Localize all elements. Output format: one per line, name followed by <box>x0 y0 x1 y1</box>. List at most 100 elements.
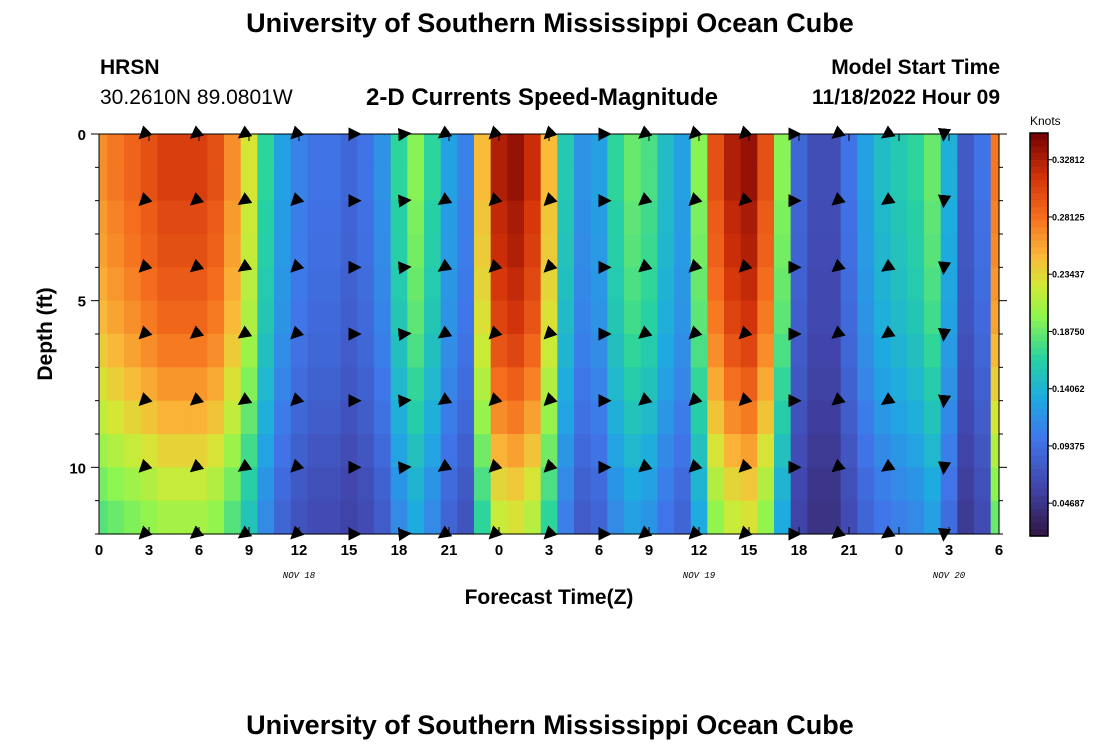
heat-cell <box>390 267 408 302</box>
heat-cell <box>174 334 192 368</box>
heat-cell <box>874 167 892 202</box>
heat-cell <box>674 300 692 335</box>
heat-cell <box>290 434 308 468</box>
current-vector <box>488 458 503 473</box>
heat-cell <box>407 234 425 268</box>
heat-cell <box>757 500 775 535</box>
heat-cell <box>490 434 508 468</box>
heat-cell <box>790 134 808 168</box>
heat-cell <box>140 400 158 435</box>
heat-cell <box>990 234 1000 268</box>
heat-cell <box>874 400 892 435</box>
heat-cell <box>940 267 958 302</box>
colorbar-segment <box>1030 361 1048 369</box>
heat-cell <box>174 200 192 235</box>
heat-cell <box>790 300 808 335</box>
heat-cell <box>524 400 542 435</box>
heat-cell <box>224 334 242 368</box>
colorbar-segment <box>1030 321 1048 329</box>
heat-cell <box>557 134 575 168</box>
heat-cell <box>99 167 108 202</box>
heat-cell <box>674 167 692 202</box>
heat-cell <box>707 334 725 368</box>
colorbar-segment <box>1030 173 1048 181</box>
heat-cell <box>274 400 292 435</box>
heat-cell <box>340 300 358 335</box>
colorbar-segment <box>1030 139 1048 148</box>
heat-cell <box>740 234 758 268</box>
colorbar-segment <box>1030 314 1048 322</box>
heat-cell <box>840 134 858 168</box>
current-vector <box>397 261 412 275</box>
colorbar-segment <box>1030 455 1048 463</box>
heat-cell <box>674 134 692 168</box>
heat-cell <box>607 467 625 502</box>
heat-cell <box>874 134 892 168</box>
heat-cell <box>207 200 225 235</box>
heat-cell <box>240 400 258 435</box>
heat-cell <box>524 267 542 302</box>
heat-cell <box>140 167 158 202</box>
colorbar-segment <box>1030 488 1048 497</box>
heat-cell <box>507 200 525 235</box>
heat-cell <box>674 367 692 402</box>
heat-cell <box>574 167 592 202</box>
heat-cell <box>957 400 975 435</box>
heat-cell <box>824 367 842 402</box>
heat-cell <box>674 267 692 302</box>
heat-cell <box>674 467 692 502</box>
heat-cell <box>640 134 658 168</box>
heat-cell <box>974 367 992 402</box>
heat-cell <box>824 467 842 502</box>
colorbar-segment <box>1030 267 1048 275</box>
heat-cell <box>424 434 442 468</box>
heat-cell <box>140 467 158 502</box>
heat-cell <box>457 300 475 335</box>
heat-cell <box>924 267 942 302</box>
heat-cell <box>390 200 408 235</box>
heat-cell <box>740 400 758 435</box>
heat-cell <box>890 200 908 235</box>
heat-cell <box>790 367 808 402</box>
heat-cell <box>907 167 925 202</box>
heat-cell <box>140 200 158 235</box>
heat-cell <box>424 500 442 535</box>
heat-cell <box>424 300 442 335</box>
heat-cell <box>190 300 208 335</box>
heat-cell <box>790 234 808 268</box>
heat-cell <box>440 234 458 268</box>
heat-cell <box>224 234 242 268</box>
heat-cell <box>890 167 908 202</box>
heat-cell <box>474 434 492 468</box>
heat-cell <box>524 167 542 202</box>
heat-cell <box>357 134 375 168</box>
heat-cell <box>157 300 175 335</box>
heat-cell <box>490 267 508 302</box>
heat-cell <box>574 500 592 535</box>
heat-cell <box>907 234 925 268</box>
heat-cell <box>124 134 142 168</box>
heat-cell <box>974 467 992 502</box>
heat-cell <box>907 267 925 302</box>
heat-cell <box>157 367 175 402</box>
colorbar-segment <box>1030 253 1048 262</box>
heat-cell <box>107 234 125 268</box>
heat-cell <box>307 267 325 302</box>
heat-cell <box>107 267 125 302</box>
heat-cell <box>207 334 225 368</box>
x-tick-label: 18 <box>791 542 808 559</box>
heat-cell <box>557 334 575 368</box>
heat-cell <box>607 434 625 468</box>
axes: 0 3 6 9 12 15 18 21 0 3 6 9 12 15 18 21 0 3 6 NOV 18 NOV 19 N… <box>69 127 1007 581</box>
heat-cell <box>99 334 108 368</box>
heat-cell <box>457 367 475 402</box>
heat-cell <box>857 134 875 168</box>
heat-cell <box>790 334 808 368</box>
heat-cell <box>940 367 958 402</box>
x-tick-label: 12 <box>291 542 308 559</box>
heat-cell <box>607 134 625 168</box>
heat-cell <box>224 434 242 468</box>
heat-cell <box>324 134 342 168</box>
heat-cell <box>540 200 558 235</box>
colorbar-segment <box>1030 146 1048 154</box>
